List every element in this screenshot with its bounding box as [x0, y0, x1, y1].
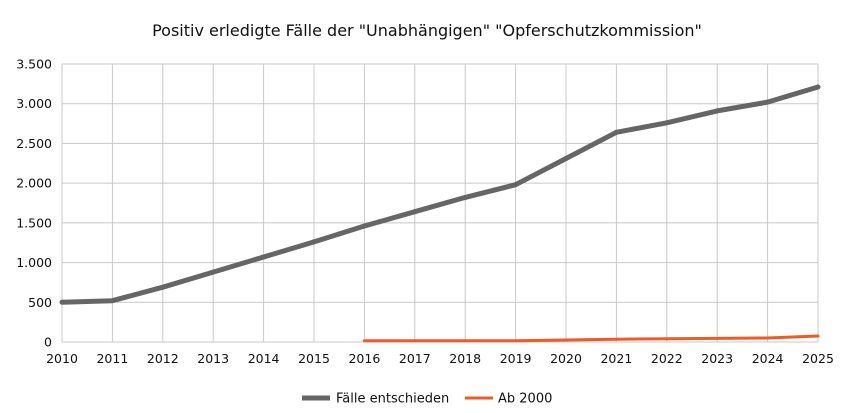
series-line-ab-2000 — [364, 334, 819, 343]
legend-label: Ab 2000 — [498, 392, 552, 407]
y-tick-label: 3.500 — [16, 57, 52, 72]
data-point — [715, 336, 719, 340]
data-point — [160, 284, 166, 290]
data-point — [463, 339, 467, 343]
data-point — [614, 337, 618, 341]
data-point — [816, 334, 820, 338]
data-point — [664, 120, 670, 126]
y-tick-label: 500 — [28, 295, 52, 310]
data-point — [765, 99, 771, 105]
data-point — [412, 209, 418, 215]
x-tick-label: 2012 — [147, 351, 179, 366]
data-point — [513, 182, 519, 188]
data-point — [362, 339, 366, 343]
data-point — [109, 298, 115, 304]
y-tick-label: 1.500 — [16, 215, 52, 230]
data-point — [714, 108, 720, 114]
x-tick-label: 2014 — [248, 351, 280, 366]
x-axis-ticks: 2010 2011 2012 2013 2014 2015 2016 2017 2018 2019… — [46, 351, 834, 366]
data-point — [261, 254, 267, 260]
data-point — [59, 299, 65, 305]
y-tick-label: 0 — [44, 335, 52, 350]
x-tick-label: 2013 — [197, 351, 229, 366]
data-series — [59, 84, 821, 343]
x-tick-label: 2023 — [701, 351, 733, 366]
x-tick-label: 2024 — [752, 351, 784, 366]
x-tick-label: 2022 — [651, 351, 683, 366]
data-point — [514, 339, 518, 343]
y-tick-label: 2.500 — [16, 136, 52, 151]
y-tick-label: 2.000 — [16, 176, 52, 191]
x-tick-label: 2011 — [96, 351, 128, 366]
data-point — [564, 338, 568, 342]
x-tick-label: 2016 — [348, 351, 380, 366]
chart-title: Positiv erledigte Fälle der "Unabhängige… — [152, 21, 702, 40]
data-point — [311, 239, 317, 245]
x-tick-label: 2021 — [600, 351, 632, 366]
data-point — [413, 339, 417, 343]
data-point — [210, 269, 216, 275]
x-tick-label: 2017 — [399, 351, 431, 366]
data-point — [563, 156, 569, 162]
x-tick-label: 2020 — [550, 351, 582, 366]
data-point — [462, 194, 468, 200]
data-point — [613, 129, 619, 135]
x-tick-label: 2025 — [802, 351, 834, 366]
data-point — [815, 84, 821, 90]
series-line-faelle-entschieden — [61, 84, 819, 305]
y-tick-label: 3.000 — [16, 96, 52, 111]
x-tick-label: 2015 — [298, 351, 330, 366]
x-tick-label: 2010 — [46, 351, 78, 366]
legend: Fälle entschieden Ab 2000 — [302, 392, 552, 407]
data-point — [665, 337, 669, 341]
x-tick-label: 2018 — [449, 351, 481, 366]
grid-lines — [61, 63, 819, 343]
data-point — [766, 336, 770, 340]
data-point — [361, 223, 367, 229]
y-axis-ticks: 0 500 1.000 1.500 2.000 2.500 3.000 3.500 — [16, 57, 52, 350]
y-tick-label: 1.000 — [16, 255, 52, 270]
x-tick-label: 2019 — [500, 351, 532, 366]
legend-label: Fälle entschieden — [336, 392, 449, 407]
